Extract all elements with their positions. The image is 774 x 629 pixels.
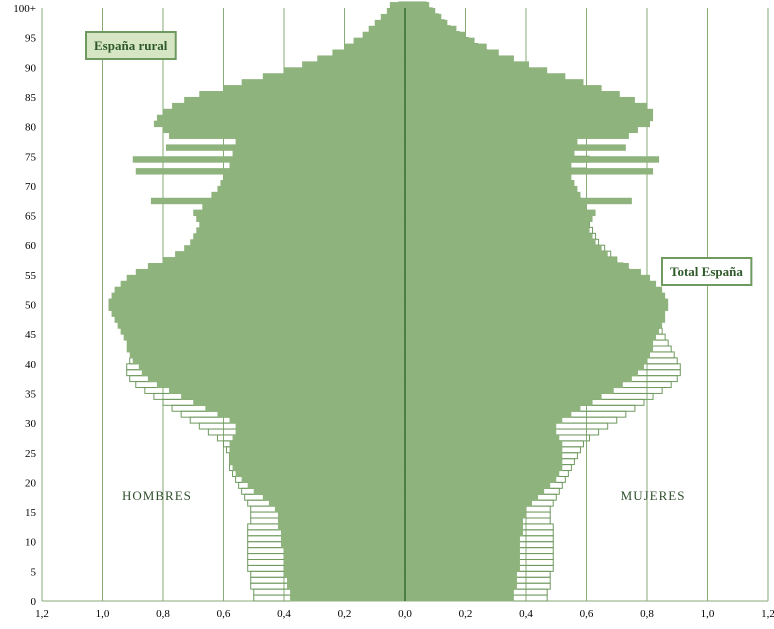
- x-tick-label: 0,6: [217, 608, 231, 620]
- y-tick-label: 55: [25, 270, 37, 282]
- x-tick-label: 0,2: [459, 608, 473, 620]
- y-tick-label: 75: [25, 151, 37, 163]
- y-tick-label: 5: [31, 566, 37, 578]
- y-tick-label: 0: [31, 596, 37, 608]
- y-tick-label: 20: [25, 477, 37, 489]
- x-tick-label: 1,2: [35, 608, 49, 620]
- y-tick-label: 95: [25, 33, 37, 45]
- y-tick-label: 25: [25, 448, 37, 460]
- x-tick-label: 1,2: [761, 608, 774, 620]
- x-tick-label: 0,0: [398, 608, 412, 620]
- label-mujeres: MUJERES: [621, 488, 686, 503]
- x-tick-label: 0,2: [338, 608, 352, 620]
- y-tick-label: 10: [25, 537, 37, 549]
- x-tick-label: 0,6: [580, 608, 594, 620]
- y-tick-label: 85: [25, 92, 37, 104]
- legend-total-text: Total España: [670, 264, 743, 279]
- y-tick-label: 60: [25, 240, 37, 252]
- y-tick-label: 80: [25, 122, 37, 134]
- x-tick-label: 1,0: [96, 608, 110, 620]
- legend-rural-text: España rural: [94, 38, 168, 53]
- y-tick-label: 15: [25, 507, 37, 519]
- y-tick-label: 50: [25, 300, 37, 312]
- y-tick-label: 100+: [13, 3, 36, 15]
- y-tick-label: 30: [25, 418, 37, 430]
- x-tick-label: 0,8: [156, 608, 170, 620]
- y-tick-label: 65: [25, 211, 37, 223]
- x-tick-label: 1,0: [701, 608, 715, 620]
- y-tick-label: 70: [25, 181, 37, 193]
- x-tick-label: 0,8: [640, 608, 654, 620]
- x-tick-label: 0,4: [277, 608, 291, 620]
- y-tick-label: 35: [25, 388, 37, 400]
- label-hombres: HOMBRES: [122, 488, 192, 503]
- x-tick-label: 0,4: [519, 608, 533, 620]
- y-tick-label: 45: [25, 329, 37, 341]
- y-tick-label: 90: [25, 62, 37, 74]
- y-tick-label: 40: [25, 359, 37, 371]
- population-pyramid-chart: 1,21,00,80,60,40,20,00,20,40,60,81,01,20…: [0, 0, 774, 629]
